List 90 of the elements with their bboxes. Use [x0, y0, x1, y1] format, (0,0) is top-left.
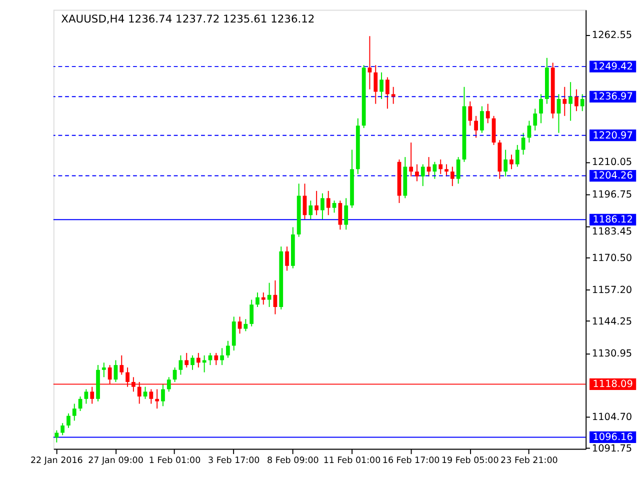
x-tick-label: 1 Feb 01:00	[148, 456, 201, 466]
candlestick	[102, 362, 106, 378]
candlestick	[72, 403, 76, 422]
y-tick-label: 1144.25	[592, 316, 632, 328]
candlestick	[308, 200, 313, 220]
ref-line-label: 1204.26	[592, 170, 633, 182]
candlestick	[84, 388, 88, 404]
candlestick	[426, 156, 431, 177]
candlestick	[238, 316, 242, 334]
candlestick	[562, 86, 567, 116]
y-tick-label: 1210.05	[592, 157, 632, 168]
candlestick	[510, 154, 514, 170]
x-tick-label: 22 Jan 2016	[30, 456, 83, 466]
candlestick	[539, 94, 543, 124]
candlestick	[326, 190, 330, 216]
candlestick	[155, 388, 160, 410]
y-tick-label: 1091.75	[592, 443, 632, 454]
y-tick-label: 1262.55	[592, 30, 632, 42]
candlestick	[456, 156, 460, 184]
ref-line-label: 1249.42	[592, 61, 633, 72]
ref-line-label: 1236.97	[592, 92, 633, 103]
ref-line-label: 1096.16	[592, 432, 633, 444]
x-tick-label: 11 Feb 01:00	[323, 456, 381, 466]
candlestick	[314, 190, 319, 216]
candlestick	[474, 115, 478, 138]
candlestick	[302, 183, 307, 220]
candlestick	[196, 352, 200, 368]
candlestick	[504, 149, 508, 177]
candlestick	[250, 299, 254, 327]
y-tick-label: 1170.50	[592, 252, 632, 264]
x-tick-label: 16 Feb 17:00	[382, 456, 440, 466]
candlestick	[220, 348, 224, 366]
x-tick-label: 8 Feb 09:00	[267, 456, 319, 466]
candlestick	[90, 386, 94, 404]
candlestick	[515, 144, 520, 168]
candlestick	[486, 103, 490, 124]
candlestick	[66, 412, 70, 428]
candlestick	[226, 340, 230, 358]
candlestick	[114, 360, 118, 382]
y-tick-label: 1196.75	[592, 189, 632, 200]
candlestick	[391, 86, 396, 104]
ref-line-label: 1220.97	[592, 130, 633, 142]
candlestick	[184, 352, 189, 368]
candlestick	[244, 318, 248, 332]
candlestick	[415, 164, 419, 182]
candlestick	[533, 108, 538, 131]
candlestick	[60, 422, 65, 436]
ref-line-label: 1118.09	[592, 379, 633, 390]
candlestick	[568, 82, 572, 122]
candlestick	[468, 100, 472, 126]
y-tick-label: 1104.70	[592, 412, 632, 423]
candlestick	[450, 166, 454, 187]
candlestick	[444, 164, 448, 177]
ref-line-label: 1186.12	[592, 214, 633, 226]
candlestick	[409, 142, 414, 177]
candlestick	[556, 94, 561, 134]
candlestick	[332, 200, 336, 214]
candlestick	[386, 76, 390, 110]
candlestick	[438, 158, 443, 174]
candlestick	[178, 354, 183, 376]
candlestick	[420, 164, 425, 187]
candlestick	[580, 94, 584, 112]
candlestick	[166, 376, 171, 392]
candlestick	[344, 198, 348, 230]
candlestick	[214, 352, 218, 366]
candlestick	[143, 386, 148, 400]
candlestick	[54, 430, 59, 443]
candlestick	[480, 106, 484, 134]
x-tick-label: 27 Jan 09:00	[88, 456, 144, 466]
candlestick	[338, 200, 342, 230]
candlestick	[521, 132, 526, 156]
candlestick	[320, 192, 324, 220]
candlestick	[190, 354, 194, 370]
y-tick-label: 1130.95	[592, 348, 632, 360]
x-tick-label: 19 Feb 05:00	[441, 456, 499, 466]
x-tick-label: 23 Feb 21:00	[500, 456, 558, 466]
candlestick	[161, 384, 165, 407]
candlestick	[120, 354, 124, 376]
y-tick-label: 1157.20	[592, 284, 632, 296]
candlestick	[256, 292, 260, 308]
candlestick	[202, 354, 206, 373]
y-tick-label: 1183.45	[592, 226, 632, 238]
candlestick	[368, 36, 372, 90]
candlestick	[374, 64, 378, 104]
x-tick-label: 3 Feb 17:00	[208, 456, 260, 466]
candlestick	[285, 246, 289, 272]
candlestick	[574, 88, 578, 112]
candlestick	[380, 72, 384, 100]
candlestick	[149, 388, 154, 404]
chart-title: XAUUSD,H4 1236.74 1237.72 1235.61 1236.12	[61, 12, 315, 26]
